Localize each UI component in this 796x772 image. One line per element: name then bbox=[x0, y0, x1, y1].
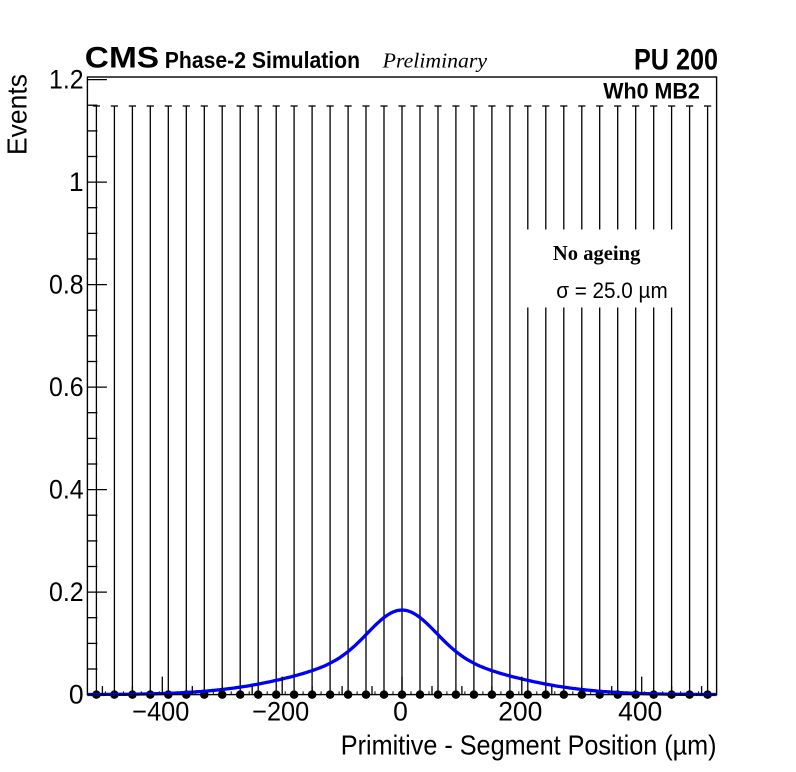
svg-text:−200: −200 bbox=[252, 697, 309, 727]
svg-text:0.8: 0.8 bbox=[49, 270, 84, 300]
svg-text:PU 200: PU 200 bbox=[634, 44, 718, 77]
svg-text:400: 400 bbox=[618, 697, 662, 727]
svg-text:Events: Events bbox=[1, 74, 32, 155]
svg-text:−400: −400 bbox=[132, 697, 189, 727]
svg-text:σ = 25.0 µm: σ = 25.0 µm bbox=[556, 278, 668, 303]
svg-text:Preliminary: Preliminary bbox=[382, 48, 488, 72]
svg-text:CMS: CMS bbox=[85, 42, 159, 75]
svg-text:0.6: 0.6 bbox=[49, 372, 84, 402]
svg-text:0: 0 bbox=[69, 680, 84, 710]
svg-text:Primitive - Segment Position (: Primitive - Segment Position (µm) bbox=[341, 729, 717, 760]
svg-text:0.4: 0.4 bbox=[49, 475, 84, 505]
svg-text:200: 200 bbox=[498, 697, 542, 727]
svg-text:0.2: 0.2 bbox=[49, 577, 84, 607]
svg-text:0: 0 bbox=[393, 697, 408, 727]
svg-text:Phase-2 Simulation: Phase-2 Simulation bbox=[165, 47, 360, 73]
svg-text:1: 1 bbox=[69, 167, 84, 197]
svg-text:Wh0 MB2: Wh0 MB2 bbox=[603, 79, 700, 104]
svg-text:1.2: 1.2 bbox=[49, 65, 84, 95]
svg-text:No ageing: No ageing bbox=[553, 241, 641, 265]
